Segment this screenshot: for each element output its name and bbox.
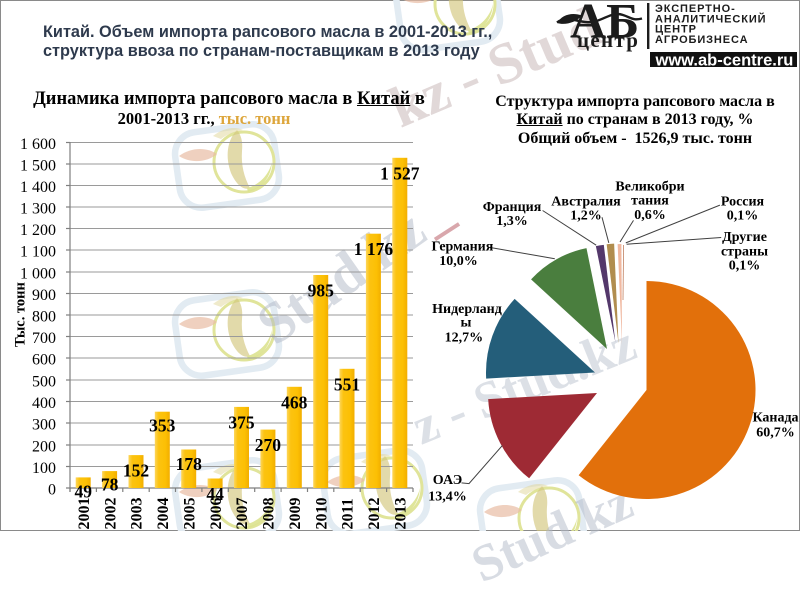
svg-text:2005: 2005 [181,498,198,530]
svg-text:Канада: Канада [752,411,798,426]
svg-text:ЭКСПЕРТНО-: ЭКСПЕРТНО- [655,3,736,15]
svg-text:Нидерланд: Нидерланд [432,302,502,317]
svg-text:300: 300 [32,417,56,434]
svg-text:551: 551 [334,375,360,395]
svg-text:ы: ы [461,316,472,331]
svg-text:2010: 2010 [313,498,330,530]
svg-text:АНАЛИТИЧЕСКИЙ: АНАЛИТИЧЕСКИЙ [655,12,766,25]
svg-text:353: 353 [149,416,176,436]
svg-text:АБ: АБ [570,0,639,49]
svg-text:Россия: Россия [721,195,765,210]
svg-text:страны: страны [721,245,768,260]
svg-text:60,7%: 60,7% [756,426,795,441]
svg-text:10,0%: 10,0% [439,254,478,269]
svg-text:2009: 2009 [287,498,304,530]
svg-text:2002: 2002 [102,498,119,530]
svg-text:2008: 2008 [261,498,278,530]
svg-text:1 500: 1 500 [20,158,56,175]
svg-text:Другие: Другие [722,230,767,245]
svg-text:www.ab-centre.ru: www.ab-centre.ru [655,52,794,70]
svg-text:1 600: 1 600 [20,136,56,153]
svg-text:тания: тания [631,194,669,209]
svg-text:12,7%: 12,7% [445,331,484,346]
svg-text:400: 400 [32,395,56,412]
svg-text:2006: 2006 [208,498,225,530]
svg-text:800: 800 [32,309,56,326]
svg-text:468: 468 [281,393,308,413]
svg-text:78: 78 [101,475,119,495]
svg-text:ОАЭ: ОАЭ [433,473,462,488]
svg-text:100: 100 [32,460,56,477]
svg-text:1,3%: 1,3% [496,214,528,229]
svg-text:152: 152 [123,461,149,481]
svg-text:Франция: Франция [483,200,542,215]
svg-text:2001: 2001 [76,498,93,530]
svg-text:375: 375 [228,413,255,433]
svg-text:0,1%: 0,1% [729,259,761,274]
svg-text:Великобри: Великобри [615,180,684,195]
svg-text:1 000: 1 000 [20,266,56,283]
svg-text:Тыс. тонн: Тыс. тонн [13,282,29,347]
svg-text:2013: 2013 [393,498,410,530]
svg-text:500: 500 [32,374,56,391]
svg-text:0,1%: 0,1% [727,209,759,224]
svg-text:270: 270 [255,435,282,455]
svg-text:44: 44 [206,484,224,504]
svg-text:1 200: 1 200 [20,222,56,239]
svg-text:2012: 2012 [366,498,383,530]
svg-text:178: 178 [176,454,203,474]
svg-text:1,2%: 1,2% [570,209,602,224]
svg-text:Австралия: Австралия [551,195,621,210]
svg-text:1 300: 1 300 [20,201,56,218]
svg-text:2003: 2003 [129,498,146,530]
svg-text:900: 900 [32,287,56,304]
svg-text:200: 200 [32,439,56,456]
svg-text:49: 49 [74,482,92,502]
svg-text:центр: центр [577,28,639,52]
svg-text:2004: 2004 [155,498,172,530]
svg-text:1 400: 1 400 [20,179,56,196]
svg-text:1 100: 1 100 [20,244,56,261]
svg-text:700: 700 [32,330,56,347]
svg-text:1 176: 1 176 [354,239,394,259]
svg-text:Германия: Германия [432,240,494,255]
svg-text:2007: 2007 [234,498,251,530]
svg-text:2011: 2011 [340,498,357,529]
svg-text:600: 600 [32,352,56,369]
svg-text:1 527: 1 527 [380,164,420,184]
svg-text:13,4%: 13,4% [428,490,467,505]
svg-text:0: 0 [48,482,56,499]
svg-text:АГРОБИЗНЕСА: АГРОБИЗНЕСА [655,34,748,46]
svg-text:0,6%: 0,6% [634,208,666,223]
svg-text:ЦЕНТР: ЦЕНТР [655,24,697,36]
svg-text:985: 985 [308,281,335,301]
